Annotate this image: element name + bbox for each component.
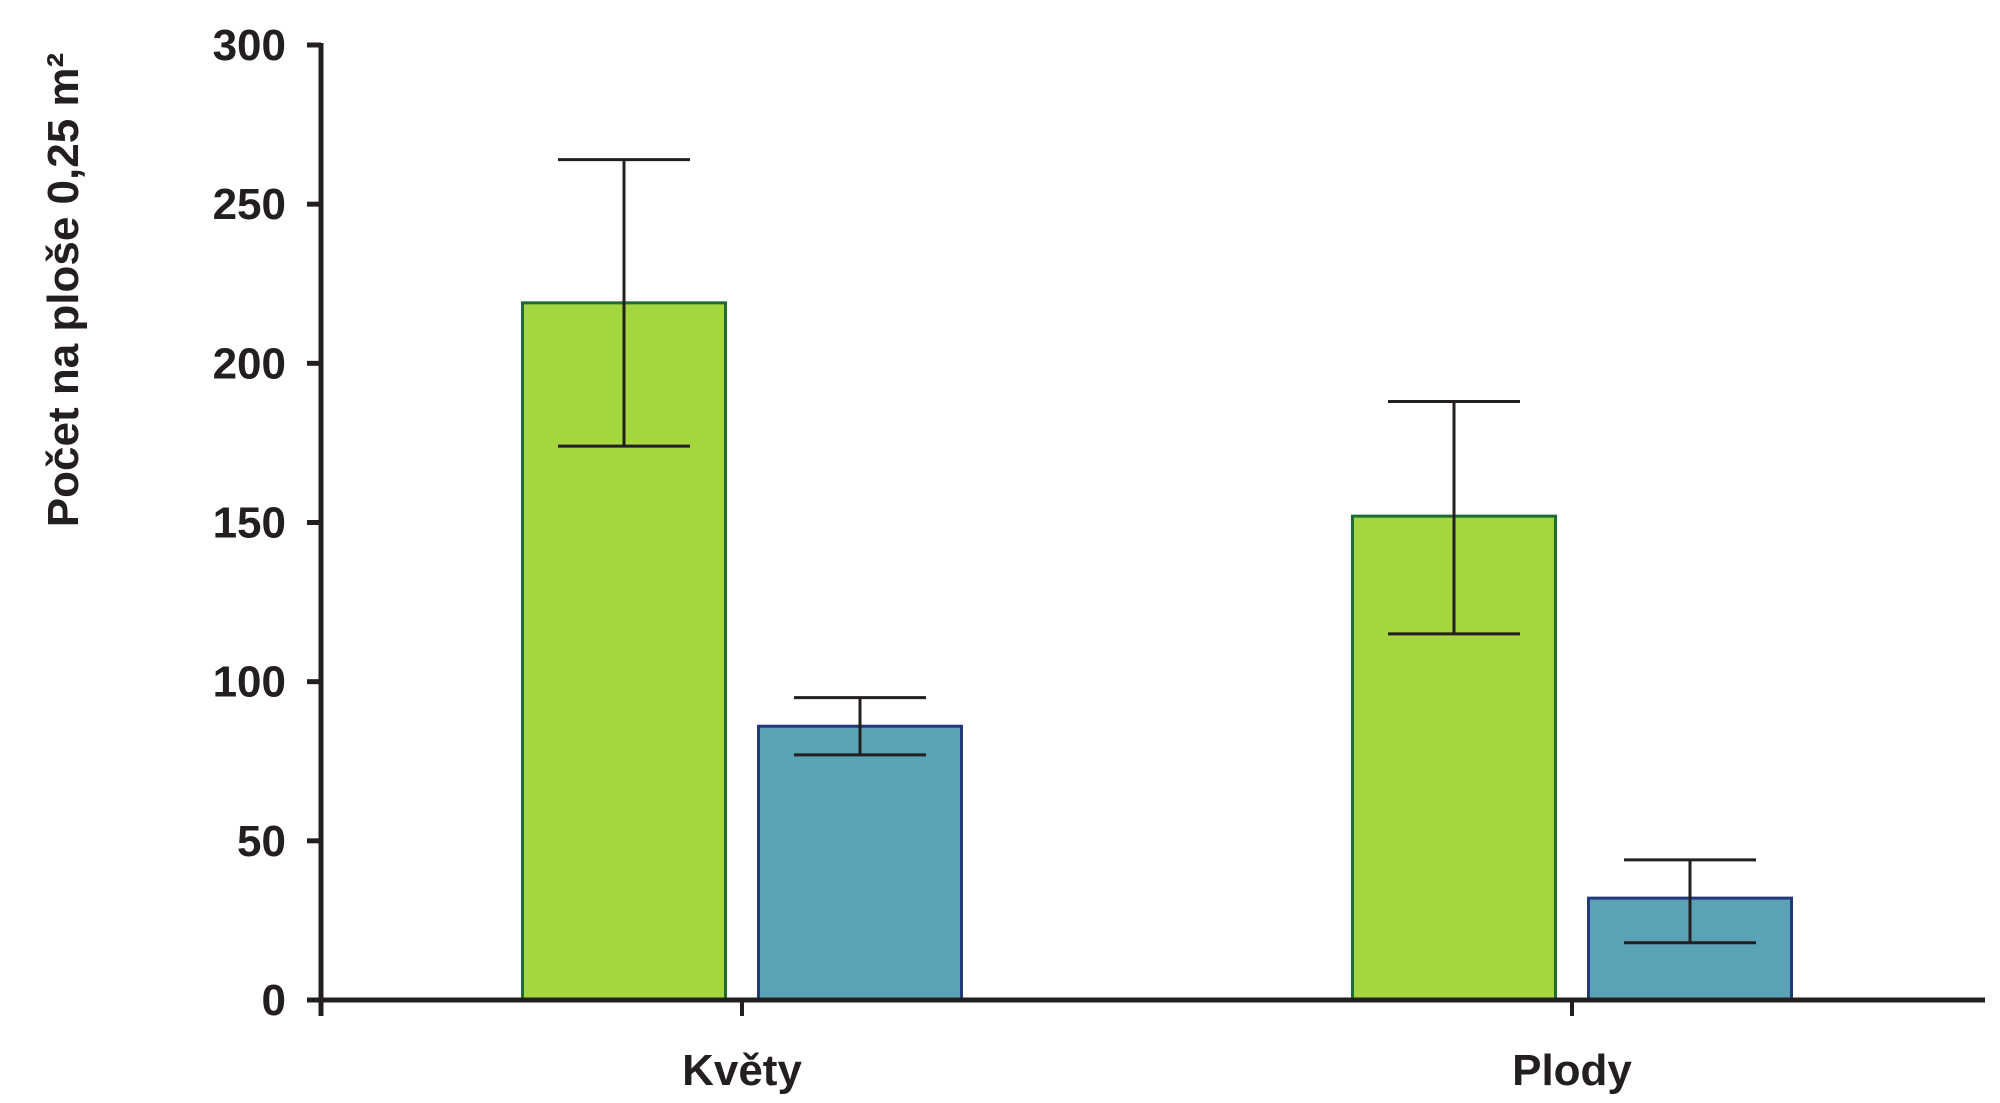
- y-tick-label: 250: [213, 180, 286, 229]
- y-axis-title: Počet na ploše 0,25 m²: [39, 53, 88, 527]
- y-axis-title-group: Počet na ploše 0,25 m²: [39, 53, 88, 527]
- axes-layer: [318, 43, 1985, 1016]
- x-category-label: Plody: [1512, 1046, 1632, 1095]
- y-tick-label: 200: [213, 339, 286, 388]
- y-axis-ticks: 0 50 100 150 200 250 300: [213, 21, 321, 1025]
- bars-layer: [521, 301, 1793, 1002]
- error-bars-layer: [558, 158, 1756, 945]
- y-tick-label: 50: [237, 817, 286, 866]
- y-tick-label: 100: [213, 658, 286, 707]
- bar: [757, 724, 963, 1002]
- y-tick-label: 150: [213, 499, 286, 548]
- x-axis-categories: Květy Plody: [682, 1000, 1632, 1095]
- y-tick-label: 0: [262, 976, 286, 1025]
- y-tick-label: 300: [213, 21, 286, 70]
- x-category-label: Květy: [682, 1046, 802, 1095]
